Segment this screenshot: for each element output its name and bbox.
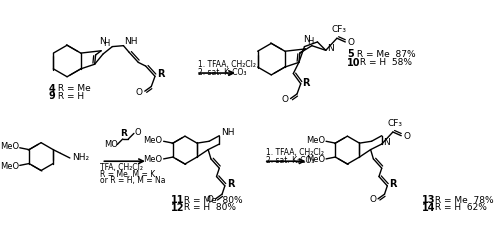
Text: NH: NH [124,36,138,45]
Text: CF₃: CF₃ [332,25,346,34]
Text: TFA, CH₂Cl₂: TFA, CH₂Cl₂ [100,163,142,172]
Text: MeO: MeO [306,155,325,164]
Text: O: O [403,132,410,141]
Text: MeO: MeO [0,162,19,171]
Text: R = H  62%: R = H 62% [432,203,486,212]
Text: or R = H, M = Na: or R = H, M = Na [100,176,165,185]
Text: R = H  58%: R = H 58% [356,58,412,67]
Text: 5: 5 [348,50,354,59]
Text: MeO: MeO [144,155,163,164]
Text: R: R [226,179,234,189]
Text: O: O [206,195,214,204]
Text: O: O [282,95,288,104]
Text: R: R [302,78,310,88]
Text: R = Me: R = Me [55,84,91,93]
Text: 1. TFAA, CH₂Cl₂: 1. TFAA, CH₂Cl₂ [266,148,324,157]
Text: 9: 9 [48,91,56,101]
Text: CF₃: CF₃ [388,119,402,128]
Text: 2. sat. K₂CO₃: 2. sat. K₂CO₃ [266,156,314,165]
Text: R = Me  80%: R = Me 80% [182,196,243,205]
Text: 2. sat. K₂CO₃: 2. sat. K₂CO₃ [198,68,246,77]
Text: R = H: R = H [55,92,84,101]
Text: N: N [382,138,390,147]
Text: O: O [347,38,354,47]
Text: MO: MO [104,140,118,149]
Text: R = H  80%: R = H 80% [182,203,236,212]
Text: MeO: MeO [0,142,19,151]
Text: O: O [136,88,143,97]
Text: 1. TFAA, CH₂Cl₂: 1. TFAA, CH₂Cl₂ [198,60,256,69]
Text: N: N [303,35,310,44]
Text: 14: 14 [422,203,435,213]
Text: R = Me  78%: R = Me 78% [432,196,494,205]
Text: R: R [389,179,396,189]
Text: R = Me, M = K: R = Me, M = K [100,170,155,179]
Text: 11: 11 [171,195,184,205]
Text: O: O [369,195,376,204]
Text: 12: 12 [171,203,184,213]
Text: MeO: MeO [306,136,325,145]
Text: 10: 10 [348,58,361,68]
Text: 4: 4 [48,84,56,94]
Text: NH: NH [221,128,234,137]
Text: R = Me  87%: R = Me 87% [354,50,416,59]
Text: MeO: MeO [144,136,163,145]
Text: NH₂: NH₂ [72,153,89,162]
Text: R: R [120,129,127,138]
Text: O: O [135,128,141,137]
Text: H: H [308,37,314,46]
Text: H: H [103,38,110,47]
Text: N: N [326,44,334,53]
Text: 13: 13 [422,195,435,205]
Text: N: N [98,37,105,46]
Text: R: R [157,70,164,79]
